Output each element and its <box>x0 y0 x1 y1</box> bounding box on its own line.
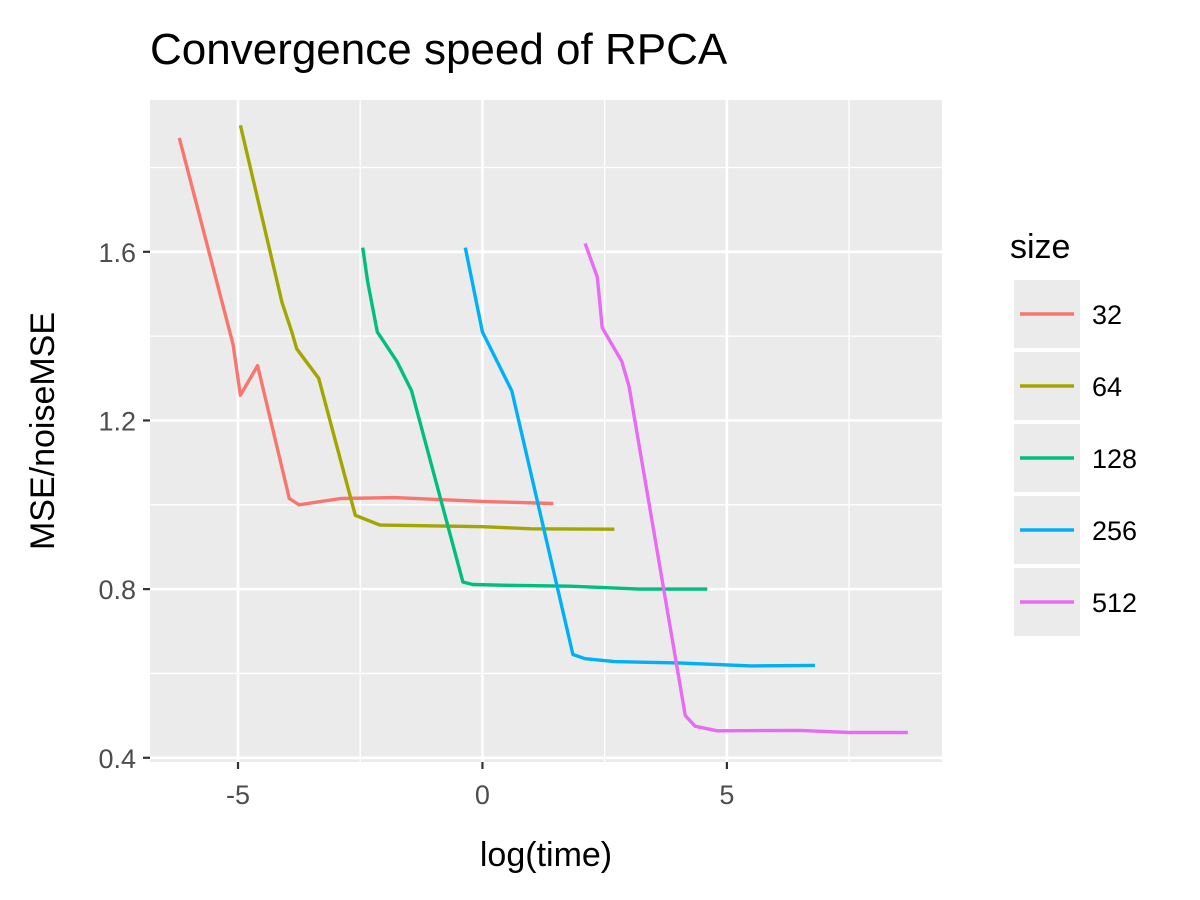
x-tick-label: 5 <box>719 780 734 810</box>
x-tick-label: -5 <box>226 780 250 810</box>
series-lines <box>177 124 908 735</box>
legend-title: size <box>1010 228 1070 266</box>
y-tick-label: 0.4 <box>98 744 136 774</box>
y-tick-label: 1.2 <box>98 406 136 436</box>
x-axis-title: log(time) <box>480 836 612 874</box>
legend-label-32: 32 <box>1092 300 1122 330</box>
x-tick-label: 0 <box>475 780 490 810</box>
y-tick-label: 1.6 <box>98 238 136 268</box>
y-axis-title: MSE/noiseMSE <box>24 312 62 550</box>
series-line-64 <box>238 124 615 531</box>
legend: size 32 64 128 256 512 <box>1010 228 1137 636</box>
legend-label-256: 256 <box>1092 516 1137 546</box>
y-tick-label: 0.8 <box>98 575 136 605</box>
chart-title: Convergence speed of RPCA <box>150 25 728 74</box>
legend-label-128: 128 <box>1092 444 1137 474</box>
plot-panel <box>150 100 942 762</box>
y-axis: 0.4 0.8 1.2 1.6 <box>98 238 150 774</box>
legend-label-64: 64 <box>1092 372 1122 402</box>
legend-label-512: 512 <box>1092 588 1137 618</box>
series-line-256 <box>463 247 815 668</box>
series-line-512 <box>583 242 908 735</box>
x-axis: -5 0 5 <box>226 762 734 810</box>
series-line-128 <box>361 247 708 591</box>
major-grid <box>150 100 942 762</box>
series-line-32 <box>177 137 554 507</box>
